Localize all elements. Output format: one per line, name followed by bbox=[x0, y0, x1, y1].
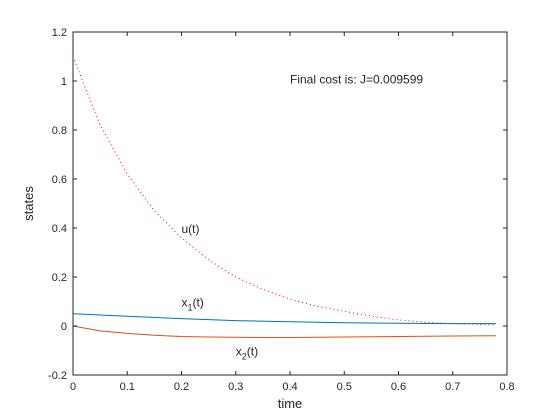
y-tick-label: 0 bbox=[61, 321, 67, 333]
x-tick-label: 0.6 bbox=[391, 381, 406, 393]
y-tick-label: 0.2 bbox=[52, 272, 67, 284]
curve-label-3: x2(t) bbox=[236, 344, 258, 361]
x-tick-label: 0.7 bbox=[445, 381, 460, 393]
series-layer bbox=[72, 56, 497, 338]
y-tick-label: 1 bbox=[61, 76, 67, 88]
y-tick-label: 0.8 bbox=[52, 125, 67, 137]
annotations-layer: u(t)x1(t)x2(t) bbox=[182, 222, 259, 362]
y-axis-label: states bbox=[21, 186, 36, 221]
x-tick-label: 0.2 bbox=[174, 381, 189, 393]
final-cost-annotation: Final cost is: J=0.009599 bbox=[290, 72, 423, 86]
y-tick-label: 0.6 bbox=[52, 174, 67, 186]
y-tick-label: -0.2 bbox=[48, 370, 67, 382]
curve-label-tail: (t) bbox=[247, 344, 258, 358]
series-line-3 bbox=[72, 325, 497, 338]
curve-label-subscript: 1 bbox=[188, 302, 193, 312]
y-tick-label: 1.2 bbox=[52, 27, 67, 39]
ticks-layer: 0 0.1 0.2 0.3 0.4 0.5 0.6 0.7 0.8-0.200.20.40.60… bbox=[48, 27, 515, 393]
x-tick-label: 0.8 bbox=[499, 381, 514, 393]
plot-area bbox=[72, 31, 508, 376]
curve-label-subscript: 2 bbox=[242, 351, 247, 361]
x-tick-label: 0.1 bbox=[120, 381, 135, 393]
x-axis-label: time bbox=[278, 396, 303, 411]
curve-label-base: u(t) bbox=[182, 222, 200, 236]
curve-label-tail: (t) bbox=[193, 295, 204, 309]
x-tick-label: 0.5 bbox=[337, 381, 352, 393]
y-tick-label: 0.4 bbox=[52, 223, 67, 235]
curve-label-2: x1(t) bbox=[182, 295, 204, 312]
x-tick-label: 0.4 bbox=[282, 381, 297, 393]
curve-label-1: u(t) bbox=[182, 222, 200, 236]
x-tick-label: 0 bbox=[70, 381, 76, 393]
series-line-1 bbox=[72, 56, 497, 326]
axes-box bbox=[72, 31, 508, 376]
series-line-2 bbox=[72, 313, 497, 325]
x-tick-label: 0.3 bbox=[228, 381, 243, 393]
curve-label-base: x bbox=[182, 295, 188, 309]
curve-label-base: x bbox=[236, 344, 242, 358]
